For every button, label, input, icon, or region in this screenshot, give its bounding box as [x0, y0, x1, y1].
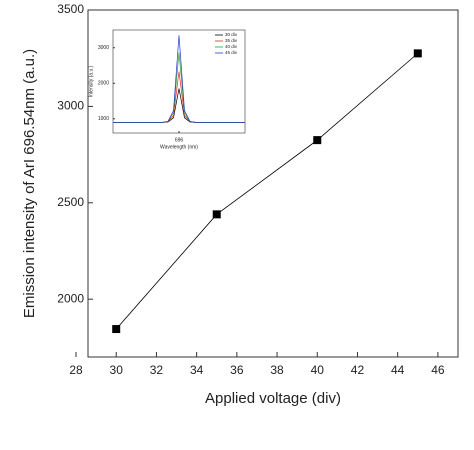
legend-label: 35 div — [225, 38, 238, 43]
x-tick-label: 34 — [190, 363, 204, 377]
series-line — [113, 35, 245, 123]
y-tick-label: 3000 — [98, 45, 109, 51]
y-tick-label: 2000 — [57, 291, 84, 305]
x-tick-label: 38 — [270, 363, 284, 377]
data-point — [212, 210, 221, 219]
y-axis-label: Intensity (a.u.) — [88, 65, 94, 97]
x-tick-label: 30 — [110, 363, 124, 377]
legend-label: 30 div — [225, 32, 238, 37]
data-point — [413, 49, 422, 58]
y-tick-label: 3000 — [57, 99, 84, 113]
data-point — [313, 136, 322, 145]
x-tick-label: 42 — [351, 363, 365, 377]
y-tick-label: 1000 — [98, 116, 109, 122]
x-axis-label: Wavelength (nm) — [160, 144, 198, 150]
x-tick-label: 40 — [311, 363, 325, 377]
y-tick-label: 3500 — [57, 2, 84, 16]
y-tick-label: 2000 — [98, 81, 109, 87]
x-tick-label: 36 — [230, 363, 244, 377]
x-tick-label: 28 — [69, 363, 83, 377]
y-axis-label: Emission intensity of ArI 696.54nm (a.u.… — [21, 49, 38, 318]
legend-label: 45 div — [225, 50, 238, 55]
x-tick-label: 44 — [391, 363, 405, 377]
series-line — [115, 53, 419, 330]
x-tick-label: 46 — [431, 363, 445, 377]
x-tick-label: 32 — [150, 363, 164, 377]
x-axis-label: Applied voltage (div) — [205, 390, 341, 407]
legend-label: 40 div — [225, 44, 238, 49]
data-point — [112, 325, 121, 334]
y-tick-label: 2500 — [57, 195, 84, 209]
x-tick-label: 696 — [175, 137, 184, 143]
